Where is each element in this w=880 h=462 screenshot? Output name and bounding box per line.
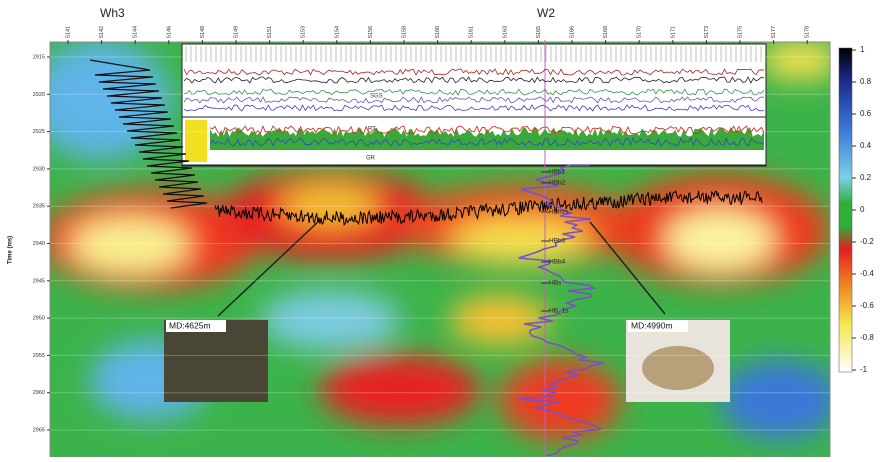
y-tick-label: 2920 (33, 92, 45, 98)
trace-label: 5171 (670, 26, 676, 38)
colorbar-tick-label: 1 (860, 45, 865, 54)
well-name: Wh3 (100, 6, 125, 20)
horizon-label: HB_1s (549, 308, 569, 315)
figure: Wh3 W2 Time (ms) MD:4625m MD:4990m SGS R… (0, 0, 880, 457)
trace-label: 5163 (502, 26, 508, 38)
trace-label: 5154 (334, 26, 340, 38)
horizon-label: HBs (549, 280, 562, 287)
y-tick-label: 2945 (33, 278, 45, 284)
trace-label: 5168 (603, 26, 609, 38)
colorbar (839, 48, 852, 372)
page: Wh3 W2 Time (ms) MD:4625m MD:4990m SGS R… (0, 0, 880, 462)
y-tick-label: 2950 (33, 316, 45, 322)
horizon-label: HBb4 (549, 259, 566, 266)
trace-label: 5156 (368, 26, 374, 38)
horizon-label: HBb2s (549, 209, 569, 216)
colorbar-tick-label: 0.6 (860, 109, 872, 118)
y-tick-label: 2960 (33, 390, 45, 396)
log-label: GR (366, 156, 376, 162)
colorbar-tick-label: -0.2 (860, 237, 874, 246)
y-axis-label: Time (ms) (8, 236, 14, 264)
trace-label: 5158 (401, 26, 407, 38)
trace-label: 5173 (704, 26, 710, 38)
horizon-label: HBb1 (549, 169, 566, 176)
trace-label: 5144 (133, 26, 139, 38)
trace-label: 5166 (569, 26, 575, 38)
colorbar-tick-label: -0.6 (860, 301, 874, 310)
lithology (185, 120, 207, 162)
trace-label: 5165 (536, 26, 542, 38)
well-name: W2 (537, 6, 555, 20)
y-tick-label: 2955 (33, 353, 45, 359)
trace-label: 5141 (65, 26, 71, 38)
colorbar-tick-label: 0.8 (860, 77, 872, 86)
y-tick-label: 2930 (33, 166, 45, 172)
y-tick-label: 2925 (33, 129, 45, 135)
y-tick-label: 2940 (33, 241, 45, 247)
colorbar-tick-label: 0 (860, 205, 865, 214)
trace-label: 5142 (99, 26, 105, 38)
horizon-label: HBb3 (549, 238, 566, 245)
trace-label: 5161 (469, 26, 475, 38)
trace-label: 5146 (166, 26, 172, 38)
trace-label: 5149 (233, 26, 239, 38)
colorbar-tick-label: -0.8 (860, 333, 874, 342)
colorbar-tick-label: -1 (860, 365, 868, 374)
trace-label: 5160 (435, 26, 441, 38)
y-tick-label: 2915 (33, 54, 45, 60)
trace-label: 5170 (637, 26, 643, 38)
colorbar-tick-label: -0.4 (860, 269, 874, 278)
sample-photo (164, 320, 268, 402)
trace-label: 5153 (301, 26, 307, 38)
colorbar-tick-label: 0.4 (860, 141, 872, 150)
trace-label: 5178 (805, 26, 811, 38)
y-tick-label: 2965 (33, 427, 45, 433)
trace-label: 5175 (737, 26, 743, 38)
trace-label: 5148 (200, 26, 206, 38)
sample-label: MD:4625m (169, 320, 211, 330)
trace-label: 5177 (771, 26, 777, 38)
horizon-label: HBb2 (549, 180, 566, 187)
sample-label: MD:4990m (631, 320, 673, 330)
colorbar-tick-label: 0.2 (860, 173, 872, 182)
sample-pile (642, 346, 714, 390)
y-tick-label: 2935 (33, 204, 45, 210)
trace-label: 5151 (267, 26, 273, 38)
